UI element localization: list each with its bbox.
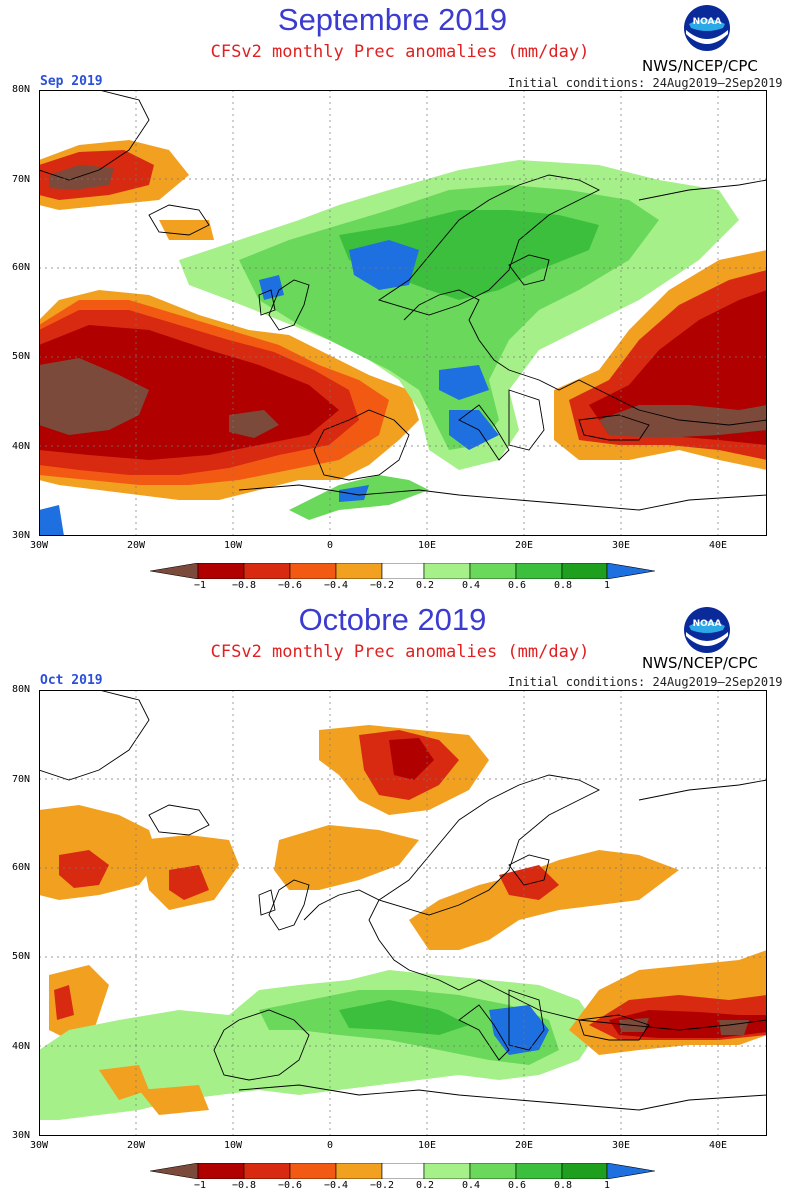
lat-label: 60N	[12, 262, 31, 273]
panel-subtitle: CFSv2 monthly Prec anomalies (mm/day)	[210, 42, 590, 62]
colorbar-tick: 0.2	[416, 580, 435, 591]
lat-label: 30N	[12, 1130, 31, 1141]
colorbar-tick: −0.6	[278, 1180, 303, 1191]
lat-label: 80N	[12, 684, 31, 695]
lon-label: 10E	[418, 1140, 437, 1151]
colorbar-tick: −0.2	[370, 580, 395, 591]
colorbar-tick: 0.8	[554, 1180, 573, 1191]
lat-label: 30N	[12, 530, 31, 541]
colorbar-tick: 1	[604, 580, 611, 591]
lon-label: 20E	[515, 1140, 534, 1151]
precipitation-anomaly-map	[39, 90, 767, 536]
lat-label: 40N	[12, 1041, 31, 1052]
agency-label: NWS/NCEP/CPC	[642, 654, 758, 672]
lon-label: 30E	[612, 1140, 631, 1151]
lat-label: 50N	[12, 351, 31, 362]
colorbar-tick: 0.4	[462, 580, 481, 591]
lon-label: 20E	[515, 540, 534, 551]
lat-label: 70N	[12, 774, 31, 785]
lon-label: 20W	[127, 540, 146, 551]
forecast-panel-october: Octobre 2019 CFSv2 monthly Prec anomalie…	[0, 600, 785, 1200]
lon-label: 20W	[127, 1140, 146, 1151]
lon-label: 40E	[709, 1140, 728, 1151]
lon-label: 10E	[418, 540, 437, 551]
lon-label: 10W	[224, 1140, 243, 1151]
lat-label: 80N	[12, 84, 31, 95]
lon-label: 40E	[709, 540, 728, 551]
colorbar-tick: 0.4	[462, 1180, 481, 1191]
colorbar-tick: −0.4	[324, 580, 349, 591]
colorbar-tick: 0.8	[554, 580, 573, 591]
colorbar	[150, 563, 655, 579]
colorbar	[150, 1163, 655, 1179]
lon-label: 30E	[612, 540, 631, 551]
lat-label: 50N	[12, 951, 31, 962]
colorbar-tick: −1	[194, 580, 207, 591]
lat-label: 70N	[12, 174, 31, 185]
forecast-panel-september: Septembre 2019 CFSv2 monthly Prec anomal…	[12, 2, 783, 591]
lon-label: 30W	[30, 1140, 49, 1151]
colorbar-tick: −0.6	[278, 580, 303, 591]
lon-label: 0	[327, 540, 334, 551]
noaa-logo-text: NOAA	[693, 17, 722, 27]
colorbar-tick: −0.8	[232, 580, 257, 591]
noaa-logo: NOAA	[684, 607, 730, 653]
month-label: Sep 2019	[40, 74, 103, 89]
precipitation-anomaly-map	[39, 690, 767, 1136]
lat-label: 60N	[12, 862, 31, 873]
noaa-logo: NOAA	[684, 5, 730, 51]
lon-label: 10W	[224, 540, 243, 551]
lon-label: 30W	[30, 540, 49, 551]
agency-label: NWS/NCEP/CPC	[642, 57, 758, 75]
colorbar-tick: 1	[604, 1180, 611, 1191]
colorbar-tick: −1	[194, 1180, 207, 1191]
colorbar-tick: −0.2	[370, 1180, 395, 1191]
colorbar-tick: 0.6	[508, 1180, 527, 1191]
panel-title: Septembre 2019	[277, 2, 508, 37]
panel-title: Octobre 2019	[298, 602, 487, 637]
colorbar-tick: 0.2	[416, 1180, 435, 1191]
lat-label: 40N	[12, 441, 31, 452]
lon-label: 0	[327, 1140, 334, 1151]
colorbar-tick: 0.6	[508, 580, 527, 591]
colorbar-tick: −0.4	[324, 1180, 349, 1191]
initial-conditions-label: Initial conditions: 24Aug2019—2Sep2019	[508, 76, 783, 90]
noaa-logo-text: NOAA	[693, 619, 722, 629]
initial-conditions-label: Initial conditions: 24Aug2019—2Sep2019	[508, 675, 783, 689]
month-label: Oct 2019	[40, 673, 103, 688]
colorbar-tick: −0.8	[232, 1180, 257, 1191]
panel-subtitle: CFSv2 monthly Prec anomalies (mm/day)	[210, 642, 590, 662]
